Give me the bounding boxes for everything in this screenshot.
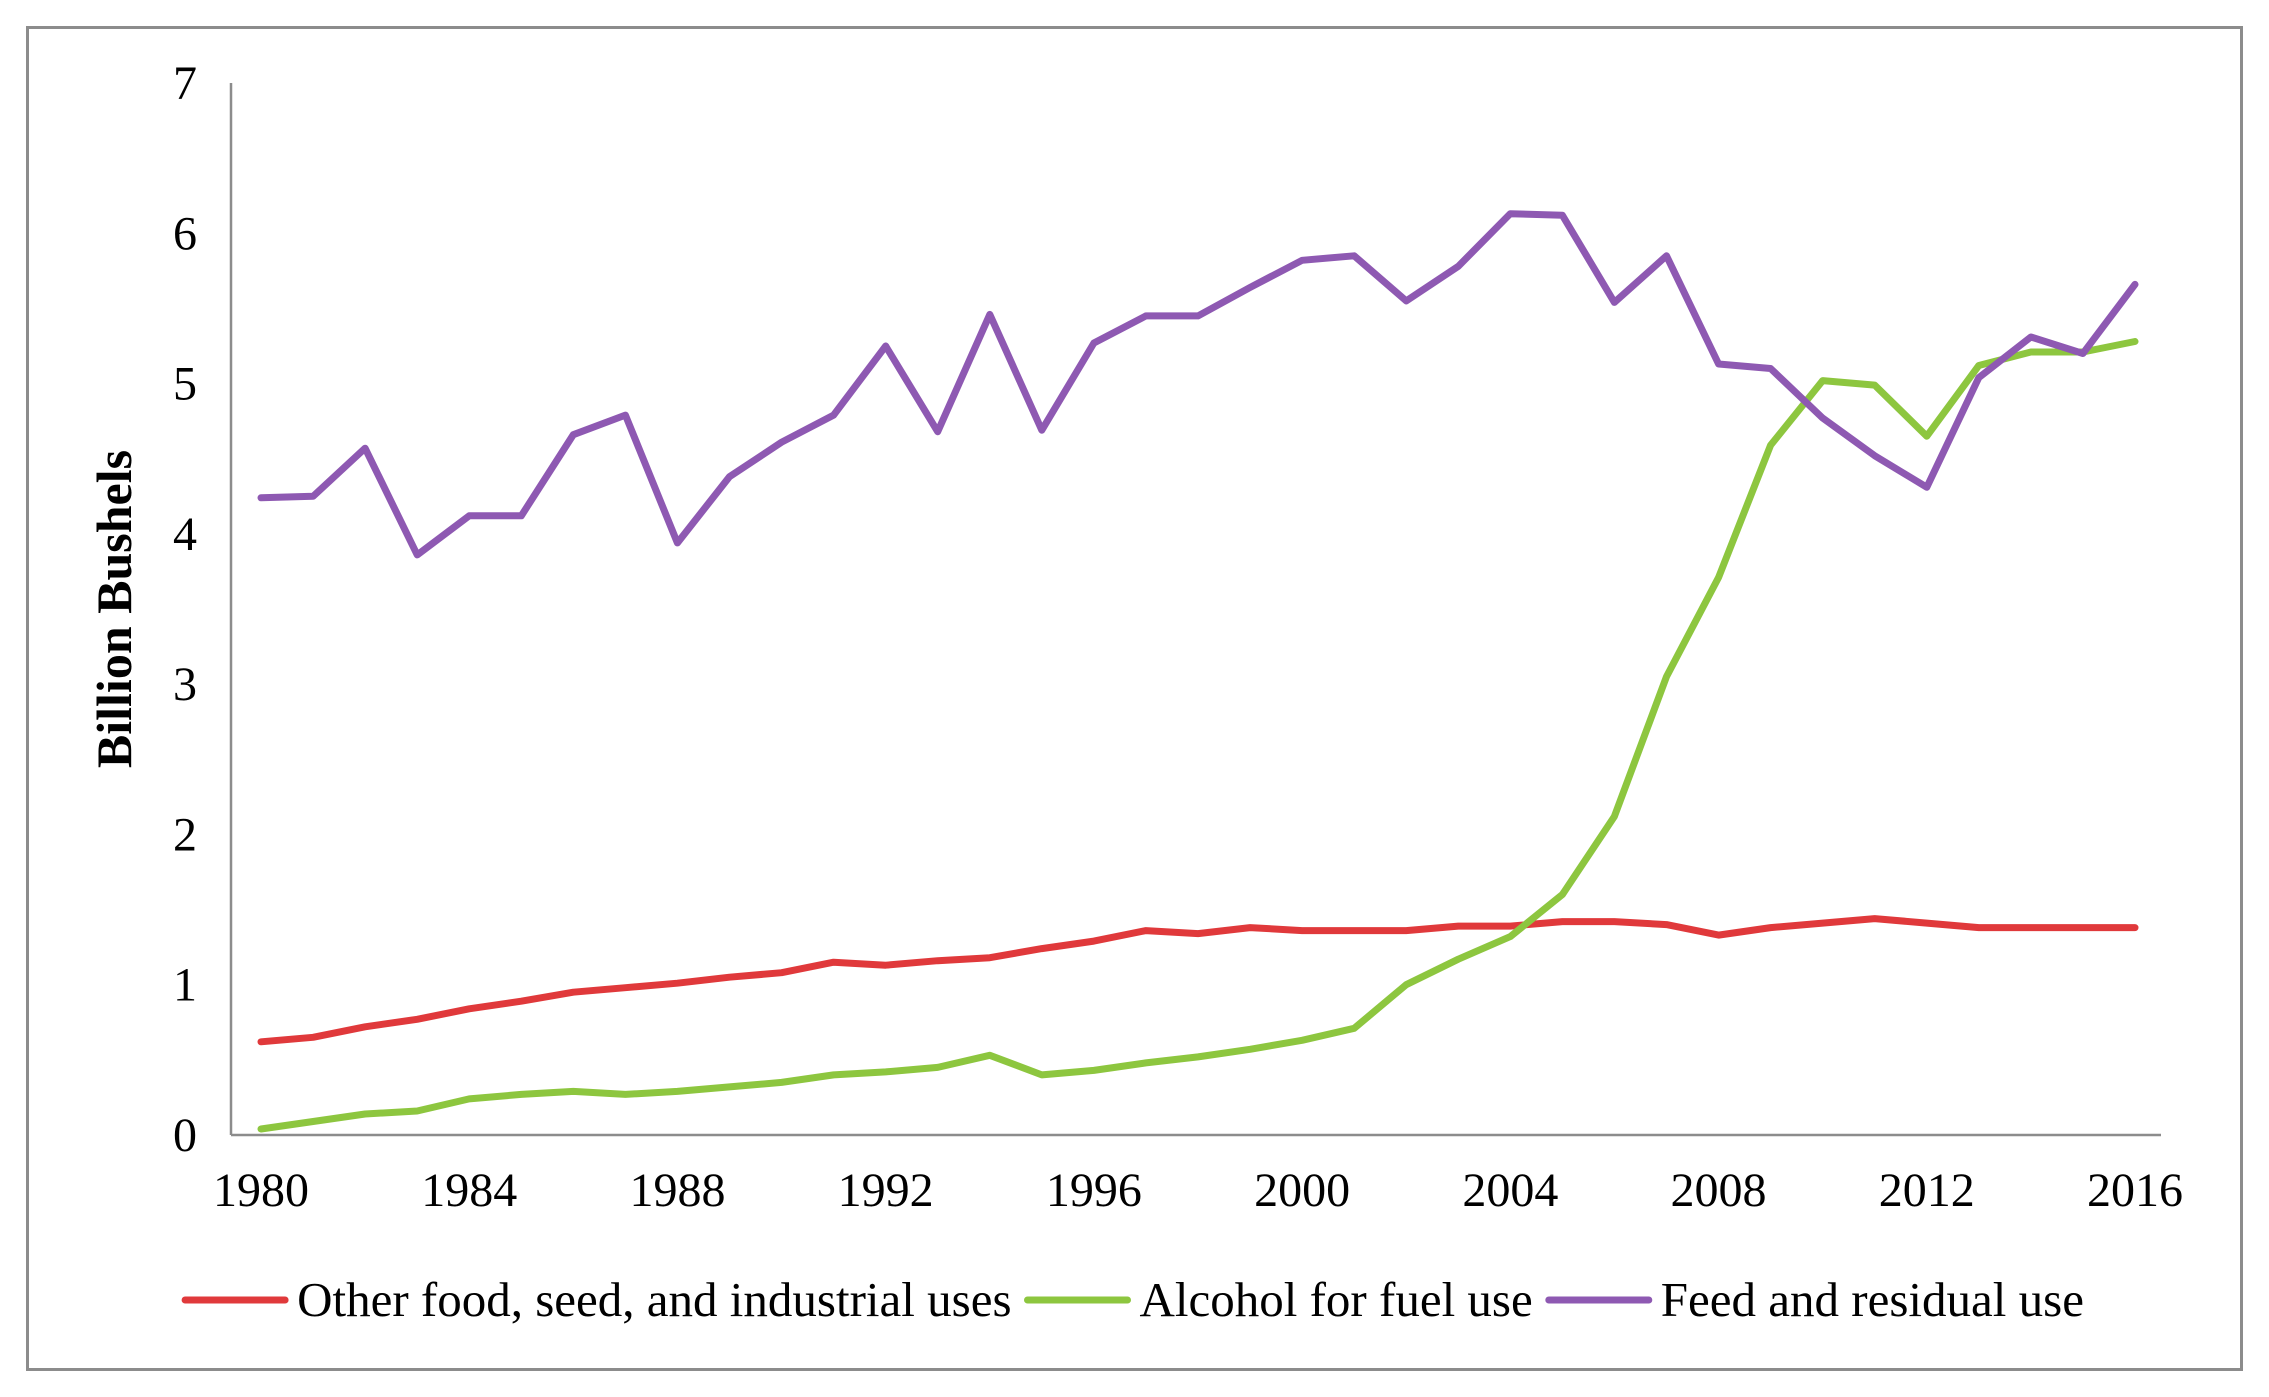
legend-item-1: Other food, seed, and industrial uses <box>181 1272 1012 1327</box>
y-tick-label: 2 <box>173 808 197 861</box>
x-tick-label: 1988 <box>629 1164 725 1217</box>
legend-label: Other food, seed, and industrial uses <box>297 1272 1011 1327</box>
legend-item-2: Alcohol for fuel use <box>1024 1272 1533 1327</box>
y-tick-label: 0 <box>173 1109 197 1162</box>
x-tick-label: 2008 <box>1671 1164 1767 1217</box>
y-tick-labels: 0 1 2 3 4 5 6 7 <box>173 57 197 1162</box>
legend-label: Feed and residual use <box>1661 1272 2084 1327</box>
series-line-3 <box>257 210 2139 559</box>
x-tick-label: 1996 <box>1046 1164 1142 1217</box>
y-tick-label: 5 <box>173 358 197 411</box>
x-tick-label: 1984 <box>421 1164 517 1217</box>
x-tick-label: 1992 <box>838 1164 934 1217</box>
x-tick-label: 2000 <box>1254 1164 1350 1217</box>
x-tick-label: 1980 <box>213 1164 309 1217</box>
x-tick-labels: 1980 1984 1988 1992 1996 2000 2004 2008 2012 2016 <box>213 1164 2183 1217</box>
legend: Other food, seed, and industrial uses Alc… <box>181 1272 2084 1327</box>
x-tick-label: 2016 <box>2087 1164 2183 1217</box>
chart-frame: Billion Bushels 0 1 2 3 4 5 6 7 1980 1984 1988 199… <box>26 26 2243 1371</box>
y-tick-label: 1 <box>173 959 197 1012</box>
legend-label: Alcohol for fuel use <box>1140 1272 1533 1327</box>
series-lines <box>257 210 2139 1133</box>
y-tick-label: 4 <box>173 508 197 561</box>
x-tick-label: 2004 <box>1462 1164 1558 1217</box>
legend-item-3: Feed and residual use <box>1545 1272 2084 1327</box>
y-tick-label: 7 <box>173 57 197 110</box>
series-line-2 <box>257 338 2139 1133</box>
y-tick-label: 3 <box>173 658 197 711</box>
chart: Billion Bushels 0 1 2 3 4 5 6 7 1980 1984 1988 199… <box>86 57 2183 1327</box>
y-axis-title: Billion Bushels <box>86 450 142 768</box>
x-tick-label: 2012 <box>1879 1164 1975 1217</box>
series-line-1 <box>257 915 2139 1046</box>
y-tick-label: 6 <box>173 207 197 260</box>
